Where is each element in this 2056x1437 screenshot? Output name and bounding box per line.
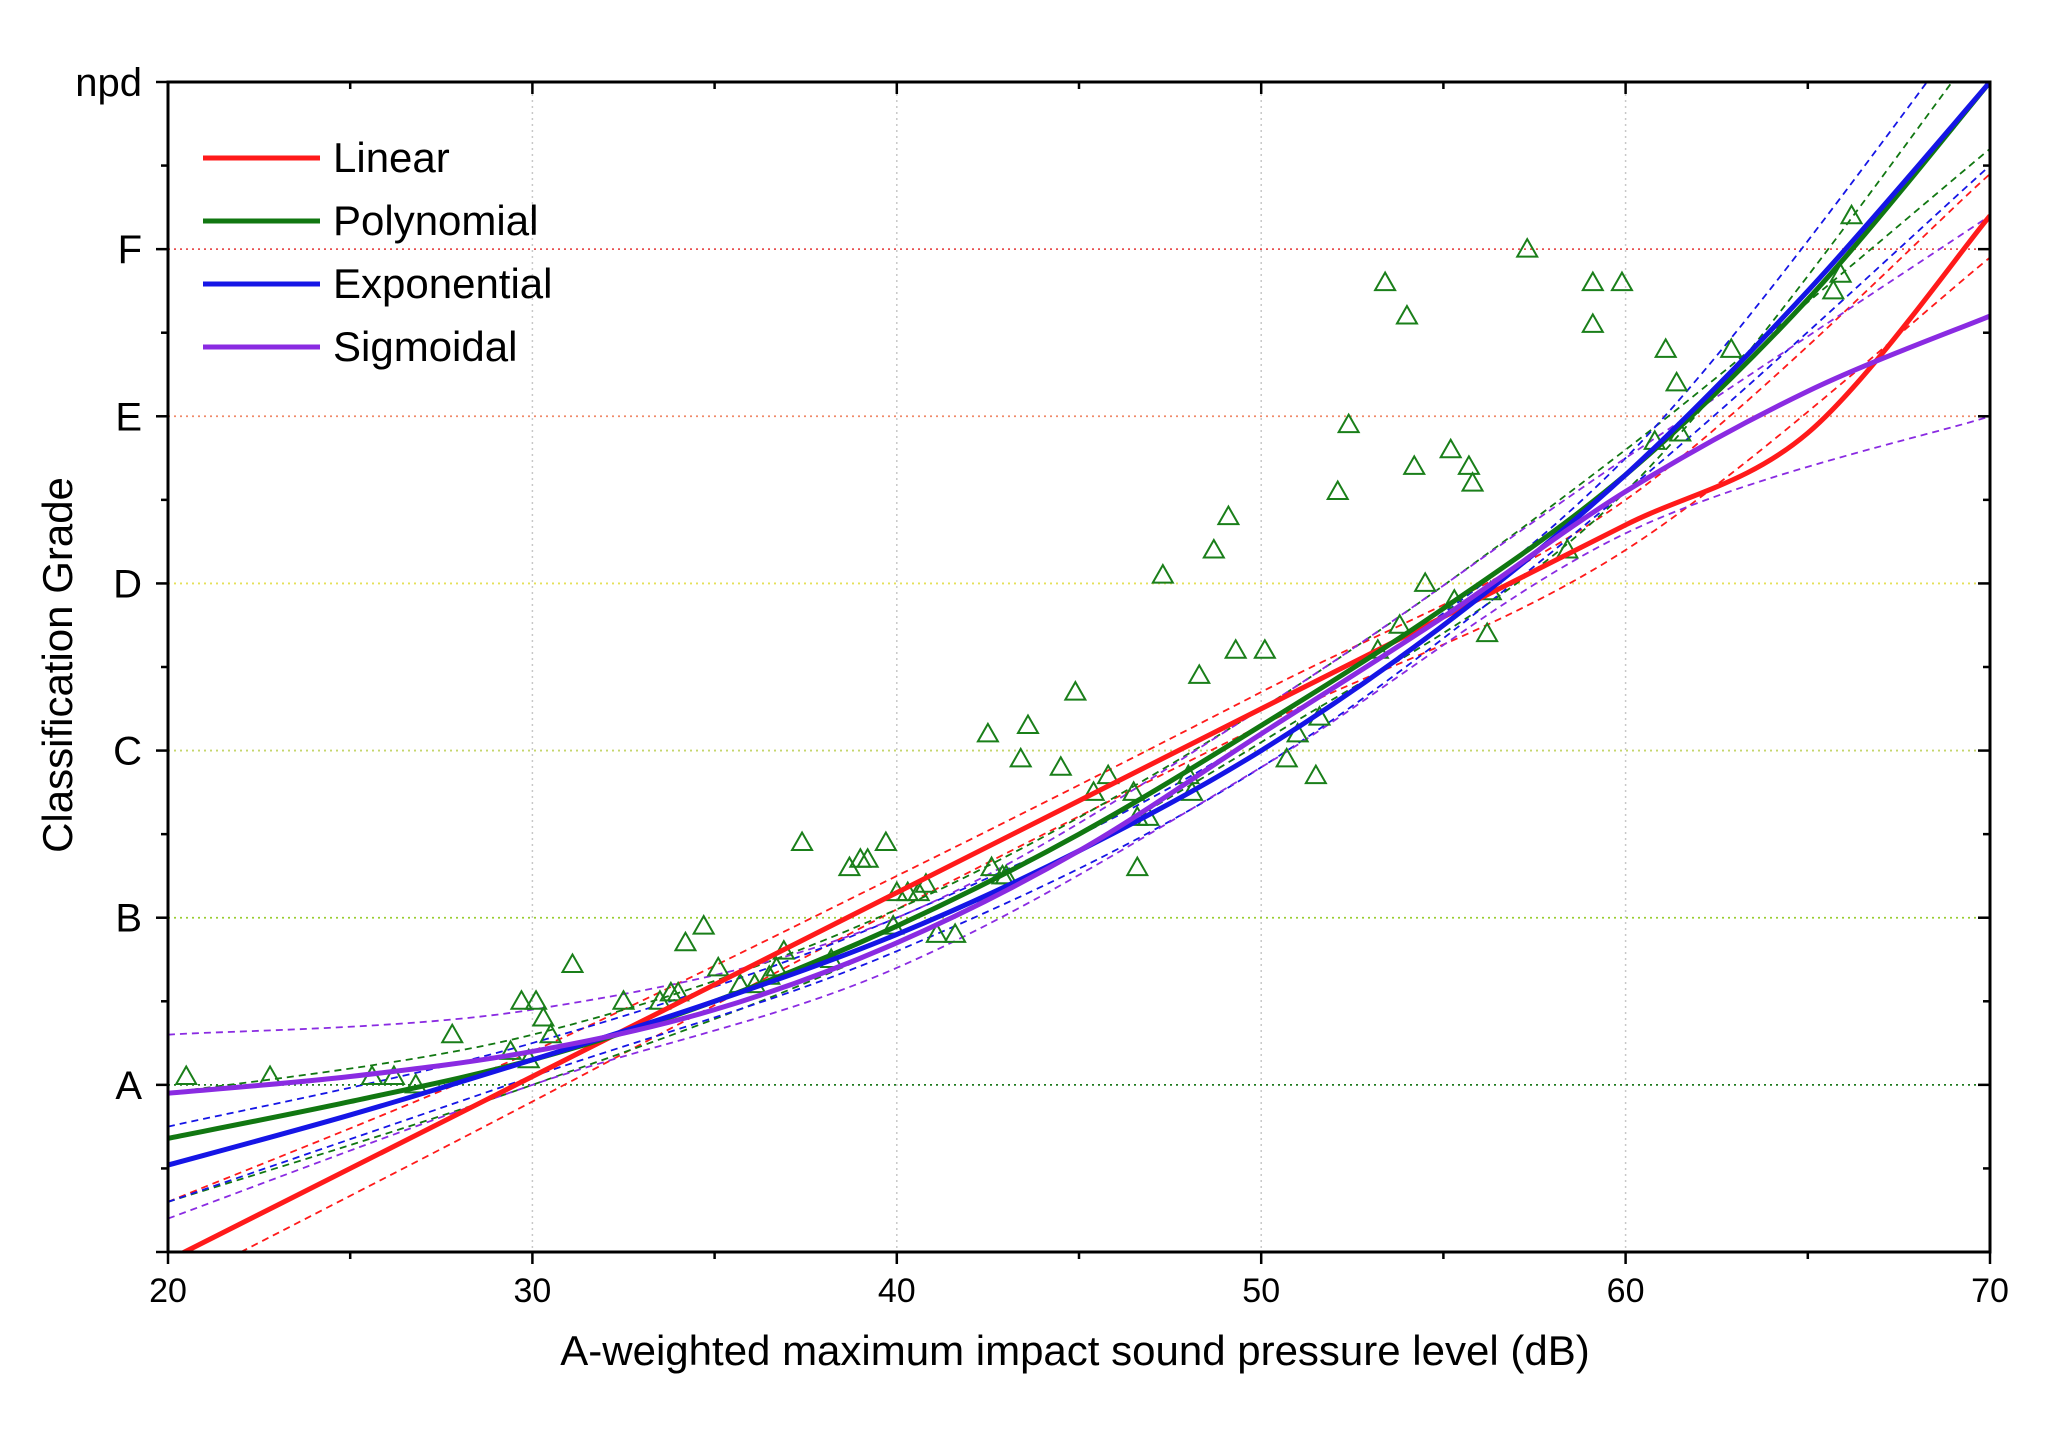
confidence-band-line	[168, 164, 1990, 1203]
y-tick-label: B	[115, 897, 142, 941]
legend-label-sigmoidal: Sigmoidal	[333, 323, 517, 370]
data-point-triangle	[1187, 663, 1211, 684]
x-tick-label: 40	[878, 1272, 916, 1310]
fit-curves	[168, 82, 1990, 1252]
data-point-triangle	[1216, 504, 1241, 526]
x-tick-label: 70	[1971, 1272, 2009, 1310]
y-tick-label: C	[113, 730, 142, 774]
confidence-band-line	[168, 82, 1929, 1128]
data-point-triangle	[1304, 763, 1328, 785]
legend-label-linear: Linear	[333, 134, 450, 181]
data-point-triangle	[531, 1005, 556, 1027]
y-tick-label: D	[113, 562, 142, 606]
data-point-triangle	[706, 955, 730, 977]
fit-line-sigmoidal	[168, 313, 1990, 1096]
data-point-triangle	[979, 855, 1004, 877]
data-point-triangle	[1821, 278, 1846, 300]
data-point-triangle	[1373, 270, 1397, 292]
data-point-triangle	[855, 847, 880, 868]
grid	[168, 82, 1990, 1252]
confidence-band-line	[168, 415, 1990, 1220]
confidence-band-line	[240, 256, 1990, 1252]
data-point-triangle	[1664, 370, 1689, 392]
data-point-triangle	[1274, 746, 1299, 768]
data-point-triangle	[560, 952, 585, 974]
x-tick-label: 50	[1242, 1272, 1280, 1310]
data-point-triangle	[509, 989, 534, 1010]
data-point-triangle	[1253, 638, 1277, 659]
data-point-triangle	[1063, 680, 1088, 701]
y-tick-label: F	[118, 228, 142, 272]
data-point-triangle	[1395, 303, 1419, 325]
data-point-triangle	[524, 989, 548, 1010]
data-point-triangle	[1457, 454, 1481, 475]
data-point-triangle	[1008, 746, 1033, 768]
data-point-triangle	[925, 922, 949, 943]
data-point-triangle	[1555, 537, 1580, 559]
x-tick-label: 30	[513, 1272, 551, 1310]
plot-frame	[166, 80, 1992, 1254]
data-point-triangle	[538, 1022, 563, 1044]
data-point-triangle	[174, 1064, 198, 1085]
data-point-triangle	[1202, 537, 1226, 559]
data-point-triangle	[1016, 713, 1040, 734]
data-point-triangle	[1653, 337, 1678, 358]
legend: Linear Polynomial Exponential Sigmoidal	[203, 134, 553, 370]
y-axis-label: Classification Grade	[34, 477, 81, 853]
data-point-triangle	[1839, 203, 1864, 225]
confidence-band-line	[168, 173, 1990, 1203]
data-point-triangle	[673, 930, 698, 952]
fit-line-exponential	[168, 82, 1990, 1168]
data-point-triangle	[1438, 437, 1463, 459]
data-point-triangle	[382, 1064, 406, 1085]
y-tick-label: A	[115, 1064, 142, 1108]
x-tick-label: 20	[149, 1272, 187, 1310]
data-point-triangle	[1387, 613, 1412, 634]
data-point-triangle	[498, 1039, 523, 1060]
data-point-triangle	[611, 989, 636, 1010]
data-point-triangle	[1223, 638, 1248, 659]
data-point-triangle	[976, 721, 1000, 743]
data-point-triangle	[691, 914, 716, 935]
data-point-triangle	[1515, 237, 1539, 258]
x-tick-label: 60	[1607, 1272, 1645, 1310]
data-point-triangle	[1096, 763, 1120, 785]
data-point-triangle	[1151, 563, 1175, 584]
x-axis-ticks: 20 30 40 50 60 70	[149, 82, 2009, 1310]
data-point-triangle	[874, 830, 898, 851]
data-point-triangle	[404, 1072, 428, 1094]
data-point-triangle	[1581, 270, 1605, 292]
data-point-triangle	[1719, 337, 1743, 358]
data-point-triangle	[1326, 479, 1350, 500]
data-point-triangle	[1125, 855, 1150, 877]
data-point-triangle	[1121, 780, 1146, 801]
fit-line-linear	[179, 214, 1990, 1252]
legend-label-exponential: Exponential	[333, 260, 553, 307]
y-tick-label: E	[115, 395, 142, 439]
data-point-triangle	[1049, 755, 1073, 776]
data-point-triangle	[790, 830, 814, 851]
data-point-triangle	[440, 1022, 464, 1044]
data-point-triangle	[1581, 312, 1605, 333]
data-point-triangle	[943, 922, 967, 943]
confidence-band-line	[168, 148, 1990, 1095]
data-point-triangle	[1610, 270, 1634, 292]
y-tick-label: npd	[75, 61, 142, 105]
x-axis-label: A-weighted maximum impact sound pressure…	[560, 1327, 1589, 1374]
data-point-triangle	[1828, 262, 1853, 283]
legend-label-polynomial: Polynomial	[333, 197, 538, 244]
data-point-triangle	[1336, 412, 1361, 434]
data-point-triangle	[1475, 621, 1499, 643]
data-point-triangle	[1413, 571, 1437, 592]
data-point-triangle	[1402, 454, 1426, 475]
data-point-triangle	[1460, 471, 1485, 492]
